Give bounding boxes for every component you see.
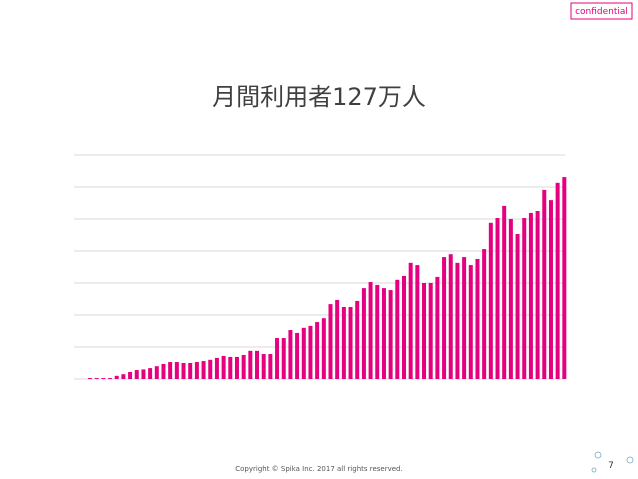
bar xyxy=(528,212,533,379)
bar xyxy=(194,362,199,379)
bar xyxy=(408,262,413,379)
bar xyxy=(508,219,513,379)
bar xyxy=(388,290,393,379)
bar xyxy=(134,370,139,379)
bar xyxy=(214,357,219,379)
page-number: 7 xyxy=(608,461,614,471)
bar xyxy=(168,362,173,379)
bar xyxy=(188,363,193,379)
bar xyxy=(475,259,480,379)
bar xyxy=(415,265,420,379)
bar xyxy=(321,318,326,379)
bar xyxy=(462,257,467,379)
bar xyxy=(428,283,433,379)
bar xyxy=(335,299,340,379)
bar xyxy=(361,288,366,379)
bar xyxy=(422,283,427,379)
bar xyxy=(148,368,153,379)
bar xyxy=(328,304,333,379)
bar xyxy=(94,378,99,379)
bar xyxy=(482,249,487,379)
bar xyxy=(154,366,159,379)
bar xyxy=(248,350,253,379)
bar xyxy=(308,325,313,379)
bar xyxy=(295,332,300,379)
bar xyxy=(315,322,320,379)
bar xyxy=(442,257,447,379)
bar xyxy=(221,355,226,379)
bar xyxy=(348,307,353,379)
bar xyxy=(522,218,527,379)
bar xyxy=(548,200,553,379)
bar xyxy=(495,218,500,379)
badge-box xyxy=(570,2,633,20)
bar xyxy=(241,355,246,379)
bar xyxy=(161,363,166,379)
bar xyxy=(535,211,540,379)
bar xyxy=(101,378,106,379)
bar xyxy=(181,363,186,379)
bar xyxy=(261,354,266,379)
decoration xyxy=(591,451,634,473)
bar xyxy=(281,338,286,379)
bar xyxy=(468,265,473,379)
bar xyxy=(228,356,233,379)
bar xyxy=(381,288,386,379)
bar xyxy=(88,378,92,379)
bar xyxy=(395,279,400,379)
bar xyxy=(455,262,460,379)
bar xyxy=(128,371,133,379)
bar xyxy=(515,234,520,379)
bar xyxy=(542,189,547,379)
badge: confidential xyxy=(575,7,628,17)
bar xyxy=(234,356,239,379)
bar xyxy=(355,300,360,379)
bar xyxy=(201,361,206,379)
bar xyxy=(121,374,126,379)
bar xyxy=(375,284,380,379)
bar xyxy=(255,350,260,379)
bar xyxy=(141,369,146,379)
bar xyxy=(401,275,406,379)
bar xyxy=(502,205,507,379)
bar xyxy=(114,375,119,379)
bar xyxy=(174,362,179,379)
bar xyxy=(448,254,453,379)
bar xyxy=(488,222,493,379)
bar xyxy=(555,182,560,379)
bar xyxy=(435,276,440,379)
bar xyxy=(208,359,213,379)
bar xyxy=(275,338,280,379)
footer: Copyright © Spika Inc. 2017 all rights r… xyxy=(235,465,402,473)
bar xyxy=(288,330,293,379)
chart-title: 月間利用者127万人 xyxy=(212,83,426,111)
bar xyxy=(341,307,346,379)
bar xyxy=(108,378,113,379)
bar xyxy=(562,177,567,379)
bar xyxy=(368,282,373,379)
bar xyxy=(301,327,306,379)
bar xyxy=(268,354,273,379)
